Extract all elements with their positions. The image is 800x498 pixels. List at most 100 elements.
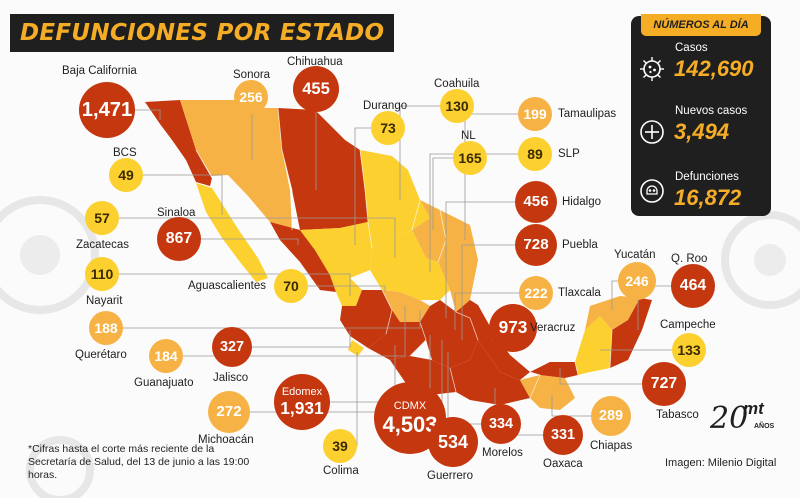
map-region-tabasco: [530, 362, 578, 378]
casos-label: Casos: [675, 42, 708, 54]
state-value-tlaxcala: 222: [524, 285, 548, 301]
map-region-baja-california: [145, 100, 212, 186]
state-label-guerrero: Guerrero: [427, 470, 474, 482]
state-value-jalisco: 327: [219, 338, 244, 355]
state-bubble-tamaulipas: 199: [518, 97, 552, 131]
state-bubble-coahuila: 130: [440, 89, 474, 123]
state-bubble-baja_california: 1,471: [79, 82, 135, 138]
state-bubble-edomex: Edomex 1,931: [274, 374, 330, 430]
footnote: *Cifras hasta el corte más reciente de l…: [28, 443, 250, 481]
state-label-baja_california: Baja California: [62, 65, 137, 77]
state-label-queretaro: Querétaro: [75, 349, 127, 361]
state-bubble-chihuahua: 455: [293, 66, 339, 112]
state-bubble-guerrero: 534: [428, 417, 478, 467]
state-value-guanajuato: 184: [154, 348, 178, 364]
state-bubble-colima: 39: [323, 429, 357, 463]
state-bubble-qroo: 464: [671, 264, 715, 308]
state-value-guerrero: 534: [437, 432, 469, 452]
state-bubble-veracruz: 973: [489, 304, 537, 352]
state-value-nayarit: 110: [90, 266, 114, 282]
state-bubble-aguascalientes: 70: [274, 269, 308, 303]
state-label-jalisco: Jalisco: [213, 372, 249, 384]
state-value-yucatan: 246: [625, 273, 649, 289]
map-region-tamaulipas: [438, 210, 478, 312]
state-label-morelos: Morelos: [482, 447, 523, 459]
nuevos-casos-label: Nuevos casos: [675, 105, 748, 117]
state-bubble-puebla: 728: [515, 224, 557, 266]
state-value-puebla: 728: [523, 236, 549, 254]
state-label-tamaulipas: Tamaulipas: [558, 108, 617, 120]
casos-value: 142,690: [674, 56, 754, 81]
nuevos-casos-value: 3,494: [674, 119, 730, 144]
map-region-chihuahua: [278, 108, 368, 230]
state-bubble-slp: 89: [518, 137, 552, 171]
state-bubble-nl: 165: [453, 141, 487, 175]
stats-header: NÚMEROS AL DÍA: [641, 14, 761, 36]
state-label-chiapas: Chiapas: [590, 440, 633, 452]
map-region-campeche: [575, 316, 612, 375]
defunciones-value: 16,872: [674, 185, 742, 210]
state-value-sinaloa: 867: [165, 230, 193, 248]
state-name-edomex: Edomex: [281, 385, 323, 398]
state-bubble-michoacan: 272: [208, 391, 250, 433]
logo-sub: AÑOS: [754, 421, 775, 430]
state-bubble-guanajuato: 184: [149, 339, 183, 373]
state-value-hidalgo: 456: [523, 193, 549, 211]
stats-panel: NÚMEROS AL DÍA Casos 142,690 Nuevos caso…: [631, 14, 771, 216]
state-value-durango: 73: [380, 120, 396, 136]
state-value-baja_california: 1,471: [81, 98, 133, 121]
logo-number: 20: [710, 401, 748, 436]
state-bubble-morelos: 334: [481, 404, 521, 444]
state-label-hidalgo: Hidalgo: [562, 196, 601, 208]
state-label-colima: Colima: [323, 465, 359, 477]
state-bubble-campeche: 133: [672, 333, 706, 367]
state-value-aguascalientes: 70: [283, 278, 299, 294]
plus-icon: [640, 120, 664, 144]
milenio-20-anos-logo: 20 mt AÑOS: [710, 399, 775, 436]
state-value-veracruz: 973: [498, 317, 528, 338]
state-label-yucatan: Yucatán: [614, 249, 656, 261]
state-bubble-tabasco: 727: [642, 362, 686, 406]
state-label-veracruz: Veracruz: [530, 322, 576, 334]
state-bubble-hidalgo: 456: [515, 181, 557, 223]
state-value-oaxaca: 331: [550, 426, 575, 443]
state-label-slp: SLP: [558, 148, 580, 160]
page-title: DEFUNCIONES POR ESTADO: [20, 20, 385, 46]
state-label-oaxaca: Oaxaca: [543, 458, 583, 470]
state-value-chiapas: 289: [598, 407, 623, 424]
state-bubble-queretaro: 188: [89, 311, 123, 345]
state-value-campeche: 133: [677, 342, 701, 358]
state-label-nl: NL: [461, 130, 476, 142]
state-value-michoacan: 272: [216, 403, 242, 421]
state-label-sinaloa: Sinaloa: [157, 207, 196, 219]
state-bubble-jalisco: 327: [212, 327, 252, 367]
state-value-chihuahua: 455: [302, 78, 330, 98]
state-bubble-chiapas: 289: [591, 396, 631, 436]
state-bubble-yucatan: 246: [618, 262, 656, 300]
state-value-zacatecas: 57: [94, 210, 110, 226]
state-value-tamaulipas: 199: [523, 106, 547, 122]
state-value-morelos: 334: [488, 415, 513, 432]
state-value-cdmx: 4,503: [382, 411, 438, 437]
state-label-durango: Durango: [363, 100, 408, 112]
state-label-guanajuato: Guanajuato: [134, 377, 194, 389]
image-credit: Imagen: Milenio Digital: [665, 457, 777, 469]
state-label-sonora: Sonora: [233, 69, 271, 81]
state-name-cdmx: CDMX: [393, 399, 427, 412]
state-bubble-bcs: 49: [109, 158, 143, 192]
state-value-slp: 89: [527, 146, 543, 162]
state-label-bcs: BCS: [113, 147, 137, 159]
state-value-coahuila: 130: [445, 98, 469, 114]
state-label-qroo: Q. Roo: [671, 253, 708, 265]
state-value-queretaro: 188: [94, 320, 118, 336]
state-value-qroo: 464: [679, 277, 707, 295]
logo-brand: mt: [743, 399, 765, 418]
state-value-colima: 39: [332, 438, 348, 454]
state-bubble-oaxaca: 331: [543, 415, 583, 455]
state-value-bcs: 49: [118, 167, 134, 183]
state-bubble-durango: 73: [371, 111, 405, 145]
map-region-sonora: [180, 100, 292, 230]
state-bubble-tlaxcala: 222: [519, 276, 553, 310]
state-bubble-sonora: 256: [234, 80, 268, 114]
